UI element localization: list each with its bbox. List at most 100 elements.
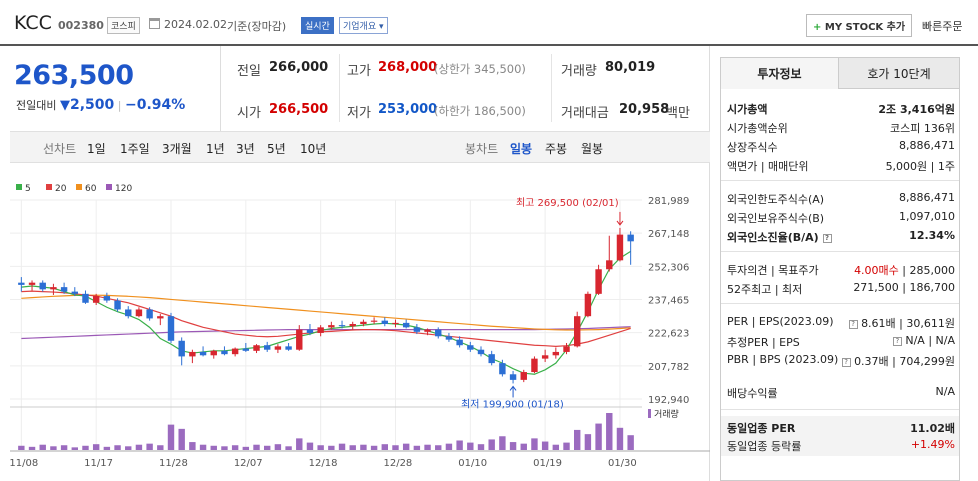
sector-rate-label[interactable]: 동일업종 등락률 xyxy=(727,440,802,453)
volume-bar xyxy=(103,446,111,450)
prev-close: 266,000 xyxy=(269,60,329,75)
tab-invest-info[interactable]: 투자정보 xyxy=(721,57,839,89)
est-per-eps: N/A | N/A xyxy=(905,334,955,347)
candle-body xyxy=(92,296,100,303)
candle-monthly[interactable]: 월봉 xyxy=(581,142,604,156)
period-5y[interactable]: 5년 xyxy=(267,142,286,156)
volume-bar xyxy=(616,427,624,450)
pbr-label: PBR | BPS (2023.09) xyxy=(727,353,839,366)
candle-body xyxy=(264,345,271,350)
candle-weekly[interactable]: 주봉 xyxy=(545,142,568,156)
period-toolbar: 선차트 1일 1주일 3개월 1년 3년 5년 10년 봉차트 일봉 주봉 월봉 xyxy=(10,131,710,163)
company-overview-button[interactable]: 기업개요 ▾ xyxy=(339,17,388,34)
ma-line-5 xyxy=(21,250,631,375)
company-overview-label: 기업개요 xyxy=(343,22,377,32)
candle-body xyxy=(584,293,592,317)
volume-bar xyxy=(509,442,517,450)
chevron-down-icon: ▾ xyxy=(379,22,384,32)
market-badge: 코스피 xyxy=(107,17,140,34)
volume-bar xyxy=(328,445,335,450)
max-price-label: 최고 269,500 (02/01) xyxy=(516,197,619,209)
est-label: 추정PER | EPS xyxy=(727,336,800,349)
candle-body xyxy=(488,354,495,364)
candle-chart-label: 봉차트 xyxy=(465,142,499,156)
candle-body xyxy=(178,340,185,357)
base-date: 2024.02.02 xyxy=(164,18,227,31)
candle-body xyxy=(28,282,36,285)
y-tick-label: 267,148 xyxy=(648,229,689,240)
lower-limit: (하한가 186,500) xyxy=(434,104,526,118)
tab-hoga[interactable]: 호가 10단계 xyxy=(839,57,959,89)
period-3m[interactable]: 3개월 xyxy=(162,142,192,156)
mystock-add-button[interactable]: + MY STOCK 추가 xyxy=(806,14,913,37)
volume-bar xyxy=(178,428,185,450)
period-1y[interactable]: 1년 xyxy=(206,142,225,156)
opinion: 4.00매수 xyxy=(854,264,899,277)
max-arrow-head xyxy=(616,220,624,226)
candle-body xyxy=(531,358,538,373)
legend-swatch xyxy=(106,184,112,190)
help-icon[interactable]: ? xyxy=(822,233,832,243)
quick-order-link[interactable]: 빠른주문 xyxy=(922,20,963,33)
stock-name: KCC xyxy=(14,12,52,34)
foreign-ratio: 12.34% xyxy=(909,229,955,242)
y-tick-label: 222,623 xyxy=(648,329,689,340)
bps: 704,299원 xyxy=(899,355,955,368)
par-label: 액면가 | 매매단위 xyxy=(727,160,809,173)
per-label: PER | EPS(2023.09) xyxy=(727,315,834,328)
pbr-row: PBR | BPS (2023.09)? 0.37배 | 704,299원 xyxy=(727,353,955,368)
price-summary: 263,500 전일대비 ▼2,500 | −0.94% xyxy=(10,46,220,131)
volume-bar xyxy=(606,413,613,450)
realtime-badge[interactable]: 실시간 xyxy=(301,17,334,34)
candle-body xyxy=(125,309,132,317)
volume-bar xyxy=(499,436,506,450)
change-label: 전일대비 xyxy=(16,99,57,112)
sector-per-label[interactable]: 동일업종 PER xyxy=(727,422,796,435)
price-change: 2,500 xyxy=(69,97,115,113)
period-1d[interactable]: 1일 xyxy=(87,142,106,156)
help-icon[interactable]: ? xyxy=(892,336,902,346)
volume-bar xyxy=(82,445,89,450)
volume-bar xyxy=(445,443,453,450)
price-chart[interactable]: 281,989 267,148 252,306 237,465 222,623 207,7… xyxy=(10,163,710,481)
volume-bar xyxy=(135,444,143,450)
help-icon[interactable]: ? xyxy=(848,319,858,329)
per: 8.61배 xyxy=(861,317,896,330)
volume-bar xyxy=(285,446,292,450)
foreign-ratio-row: 외국인소진율(B/A) ? 12.34% xyxy=(727,227,955,246)
volume-bar xyxy=(520,443,527,450)
candle-body xyxy=(199,351,207,356)
candle-body xyxy=(424,329,431,332)
x-tick-label: 01/19 xyxy=(533,458,562,469)
open-label: 시가 xyxy=(237,106,261,121)
period-3y[interactable]: 3년 xyxy=(236,142,255,156)
volume-bar xyxy=(435,445,442,450)
min-price-label: 최저 199,900 (01/18) xyxy=(461,398,564,410)
volume-bar xyxy=(413,445,421,450)
prev-close-label: 전일 xyxy=(237,64,261,79)
volume-bar xyxy=(296,438,303,450)
period-1w[interactable]: 1주일 xyxy=(120,142,150,156)
volume-bar xyxy=(125,446,132,450)
volume-bar xyxy=(370,445,378,450)
min-arrow-head xyxy=(509,385,517,391)
candle-body xyxy=(574,316,581,347)
candle-daily[interactable]: 일봉 xyxy=(510,142,533,156)
stock-code: 002380 xyxy=(58,19,104,32)
volume-bar xyxy=(39,444,46,450)
help-icon[interactable]: ? xyxy=(841,357,851,367)
candle-body xyxy=(60,287,68,292)
rank: 코스피 136위 xyxy=(890,122,955,135)
candle-body xyxy=(103,296,111,301)
trade-value: 20,958 xyxy=(619,102,670,117)
52wk-range: 271,500 | 186,700 xyxy=(853,281,955,294)
volume-bar xyxy=(338,443,346,450)
candle-body xyxy=(146,309,153,319)
volume-bar xyxy=(456,440,463,450)
dividend-yield: N/A xyxy=(935,385,955,398)
candle-body xyxy=(306,329,314,333)
volume-bar xyxy=(60,445,68,450)
period-10y[interactable]: 10년 xyxy=(300,142,327,156)
market-cap-row: 시가총액 2조 3,416억원 xyxy=(727,99,955,118)
candle-body xyxy=(381,320,388,325)
